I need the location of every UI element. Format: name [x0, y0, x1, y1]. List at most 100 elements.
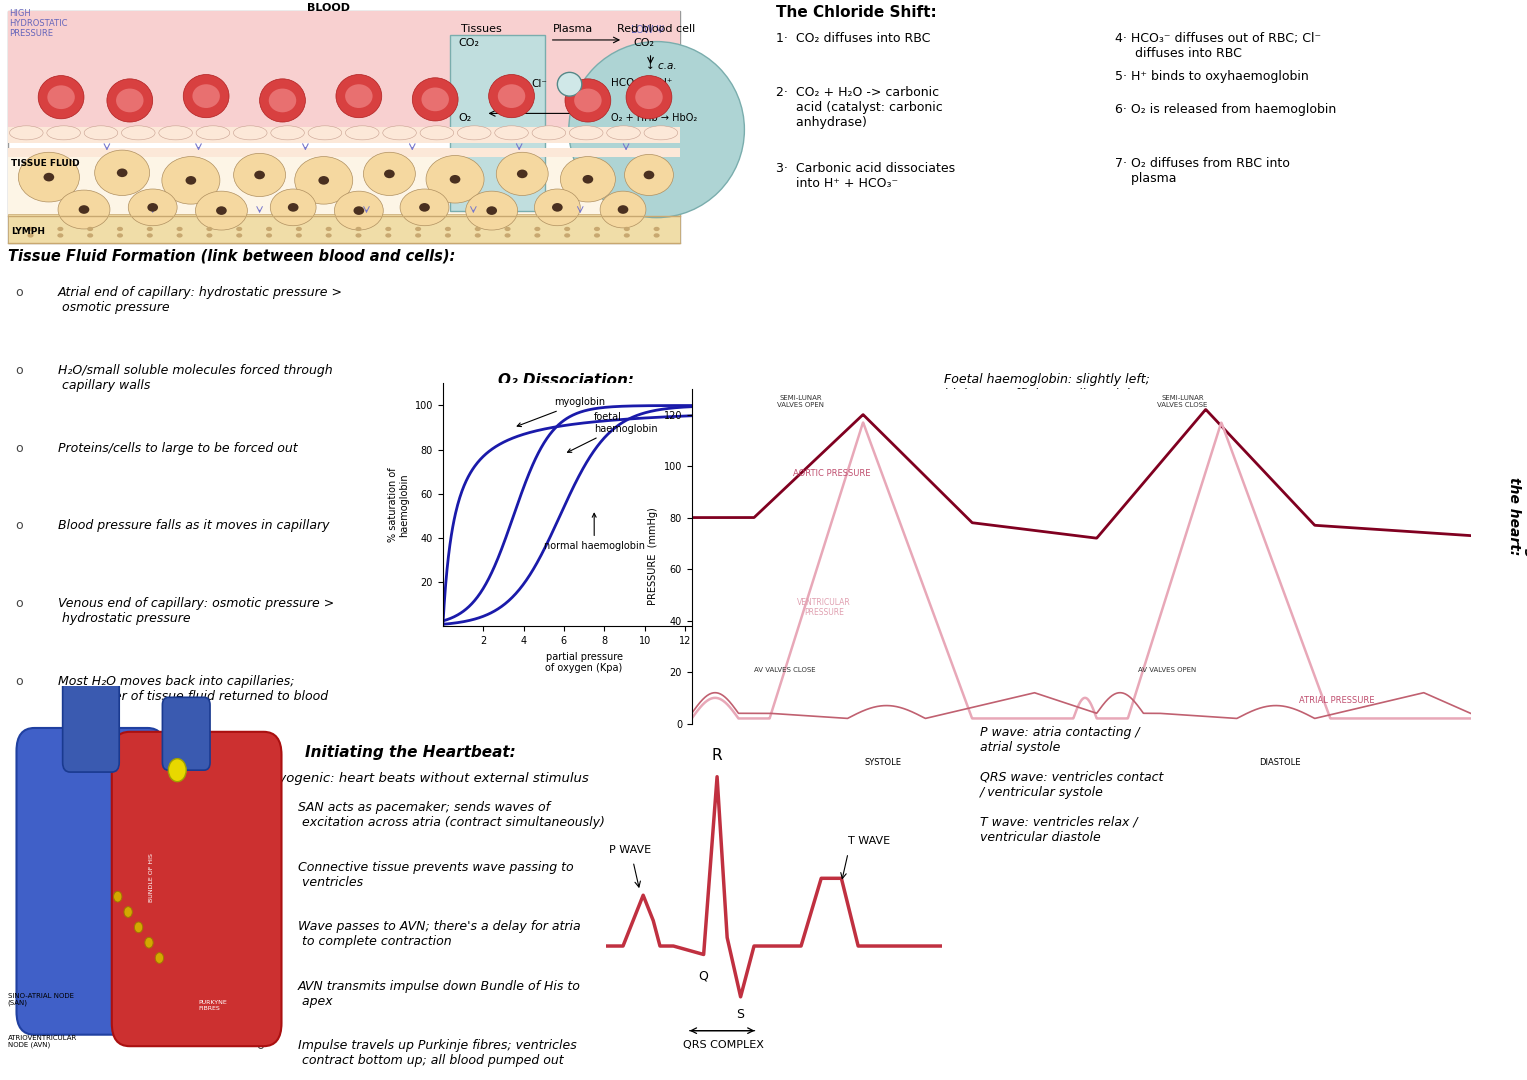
Ellipse shape — [356, 227, 362, 231]
Text: HIGH
HYDROSTATIC
PRESSURE: HIGH HYDROSTATIC PRESSURE — [9, 9, 67, 39]
Ellipse shape — [192, 84, 220, 108]
Ellipse shape — [553, 203, 563, 212]
Ellipse shape — [444, 233, 450, 238]
Ellipse shape — [345, 84, 373, 108]
Ellipse shape — [58, 233, 64, 238]
Text: Pressure changes in
the heart:: Pressure changes in the heart: — [1507, 437, 1527, 595]
Ellipse shape — [534, 233, 541, 238]
Ellipse shape — [147, 233, 153, 238]
Text: 3·  Carbonic acid dissociates
     into H⁺ + HCO₃⁻: 3· Carbonic acid dissociates into H⁺ + H… — [776, 162, 954, 190]
Text: 6· O₂ is released from haemoglobin: 6· O₂ is released from haemoglobin — [1115, 103, 1336, 116]
Text: Tissue Fluid Formation (link between blood and cells):: Tissue Fluid Formation (link between blo… — [8, 248, 455, 264]
Ellipse shape — [43, 173, 55, 181]
Text: 5· H⁺ binds to oxyhaemoglobin: 5· H⁺ binds to oxyhaemoglobin — [1115, 70, 1309, 83]
Ellipse shape — [450, 175, 461, 184]
Ellipse shape — [383, 126, 417, 139]
Ellipse shape — [644, 171, 655, 179]
Ellipse shape — [356, 233, 362, 238]
Text: Myogenic: heart beats without external stimulus: Myogenic: heart beats without external s… — [267, 772, 589, 785]
Ellipse shape — [325, 233, 331, 238]
Circle shape — [113, 891, 122, 902]
Text: Most H₂O moves back into capillaries;
 remainder of tissue fluid returned to blo: Most H₂O moves back into capillaries; re… — [58, 675, 328, 703]
Ellipse shape — [84, 126, 118, 139]
Ellipse shape — [498, 84, 525, 108]
Ellipse shape — [87, 233, 93, 238]
Ellipse shape — [47, 85, 75, 109]
Text: Blood pressure falls as it moves in capillary: Blood pressure falls as it moves in capi… — [58, 519, 330, 532]
Ellipse shape — [159, 126, 192, 139]
Text: Tissues: Tissues — [461, 24, 501, 33]
Ellipse shape — [495, 126, 528, 139]
Ellipse shape — [234, 153, 286, 197]
Text: o: o — [15, 364, 23, 377]
Ellipse shape — [27, 233, 34, 238]
Ellipse shape — [458, 126, 492, 139]
Ellipse shape — [47, 126, 81, 139]
Ellipse shape — [295, 157, 353, 204]
Ellipse shape — [107, 79, 153, 122]
Ellipse shape — [531, 126, 565, 139]
Circle shape — [156, 953, 163, 963]
Ellipse shape — [118, 227, 124, 231]
Text: Initiating the Heartbeat:: Initiating the Heartbeat: — [305, 745, 516, 760]
Ellipse shape — [574, 89, 602, 112]
FancyBboxPatch shape — [162, 698, 211, 770]
Text: Proteins/cells to large to be forced out: Proteins/cells to large to be forced out — [58, 442, 298, 455]
Ellipse shape — [415, 233, 421, 238]
Ellipse shape — [9, 126, 43, 139]
Ellipse shape — [162, 157, 220, 204]
Text: P wave: atria contacting /
atrial systole

QRS wave: ventricles contact
/ ventri: P wave: atria contacting / atrial systol… — [980, 726, 1164, 843]
Text: SEMI-LUNAR
VALVES CLOSE: SEMI-LUNAR VALVES CLOSE — [1157, 395, 1208, 408]
Ellipse shape — [237, 233, 243, 238]
Ellipse shape — [345, 126, 379, 139]
Text: ATRIAL PRESSURE: ATRIAL PRESSURE — [1299, 696, 1374, 705]
Text: Q: Q — [699, 970, 709, 983]
Ellipse shape — [635, 85, 663, 109]
Ellipse shape — [626, 76, 672, 119]
Ellipse shape — [475, 233, 481, 238]
Text: The Chloride Shift:: The Chloride Shift: — [776, 5, 936, 21]
Text: AV VALVES OPEN: AV VALVES OPEN — [1138, 667, 1196, 673]
Ellipse shape — [600, 191, 646, 228]
Text: O₂: O₂ — [458, 113, 472, 123]
Ellipse shape — [516, 170, 528, 178]
Ellipse shape — [420, 126, 454, 139]
Text: 4· HCO₃⁻ diffuses out of RBC; Cl⁻
     diffuses into RBC: 4· HCO₃⁻ diffuses out of RBC; Cl⁻ diffus… — [1115, 32, 1321, 60]
Ellipse shape — [385, 233, 391, 238]
Circle shape — [145, 937, 153, 948]
Text: SAN acts as pacemaker; sends waves of
 excitation across atria (contract simulta: SAN acts as pacemaker; sends waves of ex… — [298, 801, 605, 829]
Ellipse shape — [260, 79, 305, 122]
Ellipse shape — [122, 126, 156, 139]
Bar — [8, 127, 680, 143]
Ellipse shape — [289, 203, 299, 212]
Text: VENTRICULAR
PRESSURE: VENTRICULAR PRESSURE — [797, 598, 851, 618]
Ellipse shape — [195, 126, 229, 139]
Text: Myoglobin: shifts left; high O₂
affinity; O₂ muscle store: Myoglobin: shifts left; high O₂ affinity… — [498, 408, 683, 436]
Ellipse shape — [504, 227, 510, 231]
Ellipse shape — [217, 206, 228, 215]
Ellipse shape — [336, 75, 382, 118]
Ellipse shape — [116, 168, 128, 177]
Ellipse shape — [560, 157, 615, 202]
Text: Impulse travels up Purkinje fibres; ventricles
 contract bottom up; all blood pu: Impulse travels up Purkinje fibres; vent… — [298, 1039, 577, 1067]
Text: AV VALVES CLOSE: AV VALVES CLOSE — [754, 667, 815, 673]
Text: Cl⁻: Cl⁻ — [531, 79, 547, 90]
Text: SYSTOLE: SYSTOLE — [864, 758, 901, 767]
Text: ↓: ↓ — [626, 97, 635, 107]
Text: AORTIC PRESSURE: AORTIC PRESSURE — [793, 470, 870, 478]
Text: 2·  CO₂ + H₂O -> carbonic
     acid (catalyst: carbonic
     anhydrase): 2· CO₂ + H₂O -> carbonic acid (catalyst:… — [776, 86, 942, 130]
Text: o: o — [15, 597, 23, 610]
Text: PURKYNE
FIBRES: PURKYNE FIBRES — [199, 1000, 228, 1011]
Y-axis label: PRESSURE  (mmHg): PRESSURE (mmHg) — [647, 508, 658, 605]
Ellipse shape — [385, 170, 394, 178]
Ellipse shape — [266, 233, 272, 238]
Text: Plasma: Plasma — [553, 24, 592, 33]
Text: CO₂: CO₂ — [634, 38, 655, 48]
Text: Atrial end of capillary: hydrostatic pressure >
 osmotic pressure: Atrial end of capillary: hydrostatic pre… — [58, 286, 344, 314]
FancyBboxPatch shape — [63, 669, 119, 772]
Ellipse shape — [534, 189, 580, 226]
Text: o: o — [257, 920, 264, 933]
Ellipse shape — [489, 75, 534, 118]
Ellipse shape — [623, 227, 629, 231]
Text: P WAVE: P WAVE — [609, 845, 651, 855]
